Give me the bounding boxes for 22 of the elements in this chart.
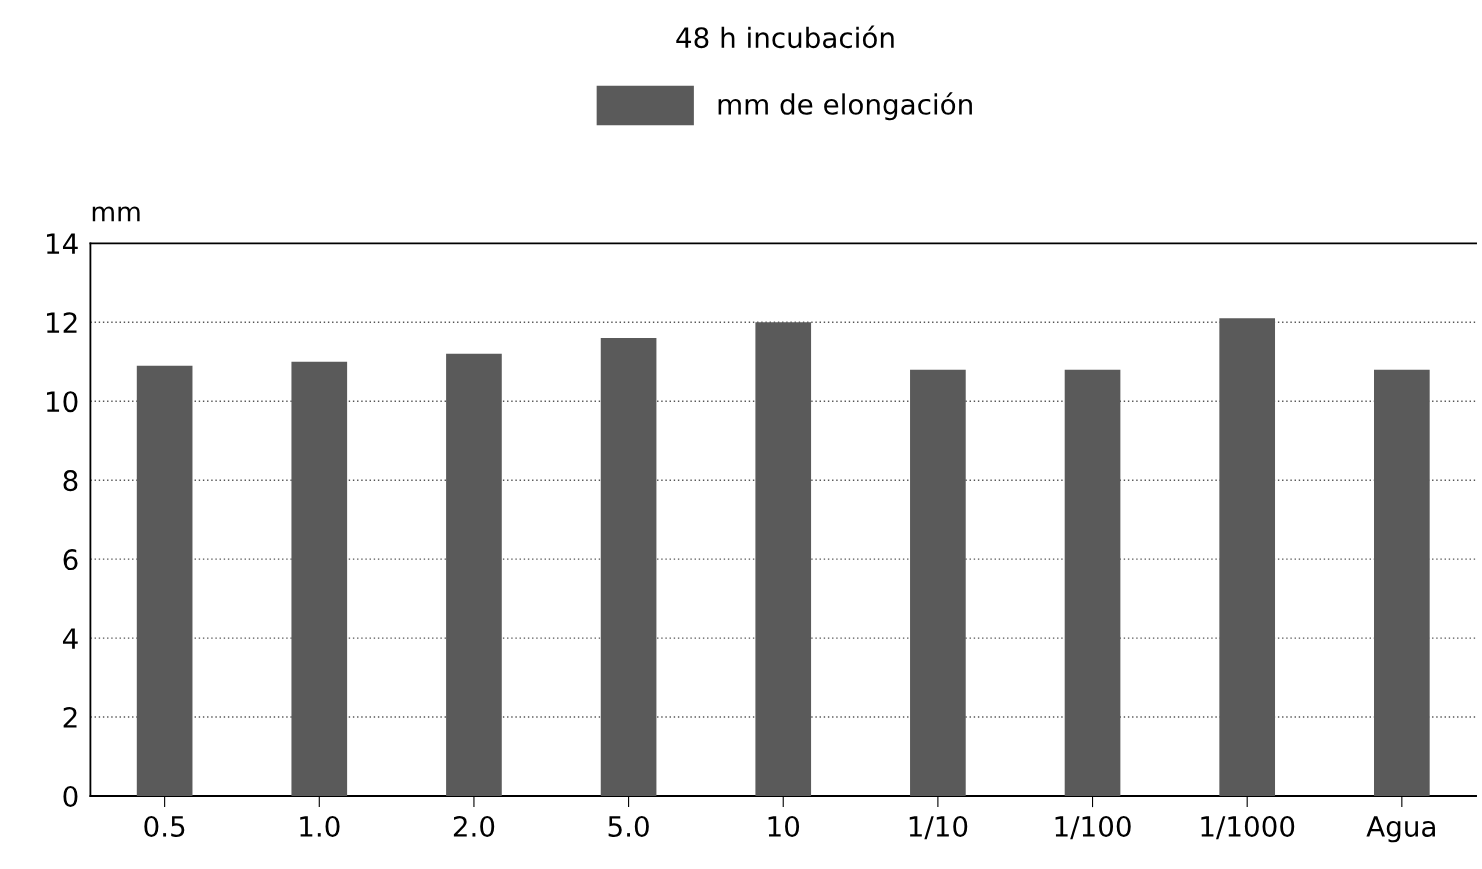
y-tick-label: 0 — [63, 785, 78, 807]
x-tick-label: 10 — [768, 815, 800, 837]
bar — [1374, 369, 1430, 796]
y-tick-label: 6 — [63, 549, 78, 571]
x-tick-label: 1/10 — [909, 815, 968, 840]
x-tick-label: 1/1000 — [1201, 815, 1295, 840]
x-tick-label: 5.0 — [608, 815, 649, 837]
y-tick-label: 2 — [63, 706, 77, 728]
x-tick-label: 2.0 — [453, 815, 495, 837]
x-tick-label: 1.0 — [300, 815, 340, 837]
y-axis-title: mm — [92, 206, 140, 222]
y-tick-label: 8 — [63, 470, 78, 492]
legend-label: mm de elongación — [718, 92, 972, 121]
bar — [1219, 318, 1276, 796]
y-tick-label: 10 — [46, 391, 78, 413]
x-tick-label: 0.5 — [144, 815, 185, 837]
y-tick-label: 12 — [46, 312, 77, 333]
x-tick-label: Agua — [1366, 816, 1435, 843]
y-tick-label: 14 — [46, 233, 78, 254]
y-tick-label: 4 — [62, 628, 78, 649]
x-tick-label: 1/100 — [1055, 815, 1131, 840]
chart-title: 48 h incubación — [676, 25, 894, 49]
